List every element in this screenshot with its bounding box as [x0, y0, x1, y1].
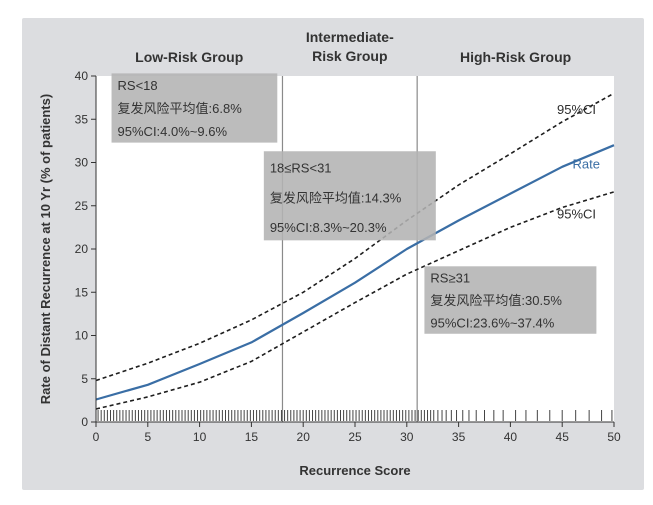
annotation-text: 95%CI:23.6%~37.4%: [430, 315, 554, 330]
y-tick-label: 10: [75, 329, 89, 343]
annotation-text: 18≤RS<31: [270, 161, 332, 176]
ci-lower-line: [95, 191, 615, 410]
x-tick-label: 45: [556, 430, 570, 444]
x-tick-label: 20: [297, 430, 311, 444]
group-header: High-Risk Group: [460, 49, 571, 65]
y-tick-label: 35: [75, 112, 89, 126]
x-tick-label: 50: [607, 430, 621, 444]
x-tick-label: 35: [452, 430, 466, 444]
y-tick-label: 15: [75, 285, 89, 299]
rate-line: [95, 144, 615, 401]
annotation-text: 95%CI:8.3%~20.3%: [270, 220, 387, 235]
x-tick-label: 30: [400, 430, 414, 444]
annotation-text: RS<18: [118, 78, 158, 93]
ci-label: 95%CI: [557, 102, 596, 117]
annotation-box: [424, 266, 597, 334]
x-tick-label: 40: [504, 430, 518, 444]
annotation-box: [111, 73, 278, 143]
annotation-box: [263, 151, 436, 241]
x-axis-title: Recurrence Score: [299, 463, 410, 478]
y-tick-label: 0: [81, 415, 88, 429]
y-tick-label: 5: [81, 372, 88, 386]
y-tick-label: 30: [75, 156, 89, 170]
y-axis-title: Rate of Distant Recurrence at 10 Yr (% o…: [38, 94, 53, 404]
x-tick-label: 15: [245, 430, 259, 444]
annotation-text: 95%CI:4.0%~9.6%: [118, 124, 228, 139]
annotation-text: RS≥31: [430, 270, 470, 285]
x-tick-label: 5: [144, 430, 151, 444]
x-tick-label: 25: [348, 430, 362, 444]
x-tick-label: 10: [193, 430, 207, 444]
ci-upper-line: [95, 92, 615, 382]
rate-label: Rate: [573, 157, 600, 172]
group-header: Risk Group: [312, 48, 387, 64]
ci-label: 95%CI: [557, 207, 596, 222]
y-tick-label: 25: [75, 199, 89, 213]
x-tick-label: 0: [93, 430, 100, 444]
group-header: Intermediate-: [306, 29, 394, 45]
annotation-text: 复发风险平均值:30.5%: [430, 293, 562, 308]
group-header: Low-Risk Group: [135, 49, 243, 65]
annotation-text: 复发风险平均值:14.3%: [270, 190, 402, 205]
y-tick-label: 20: [75, 242, 89, 256]
y-tick-label: 40: [75, 69, 89, 83]
annotation-text: 复发风险平均值:6.8%: [118, 101, 243, 116]
